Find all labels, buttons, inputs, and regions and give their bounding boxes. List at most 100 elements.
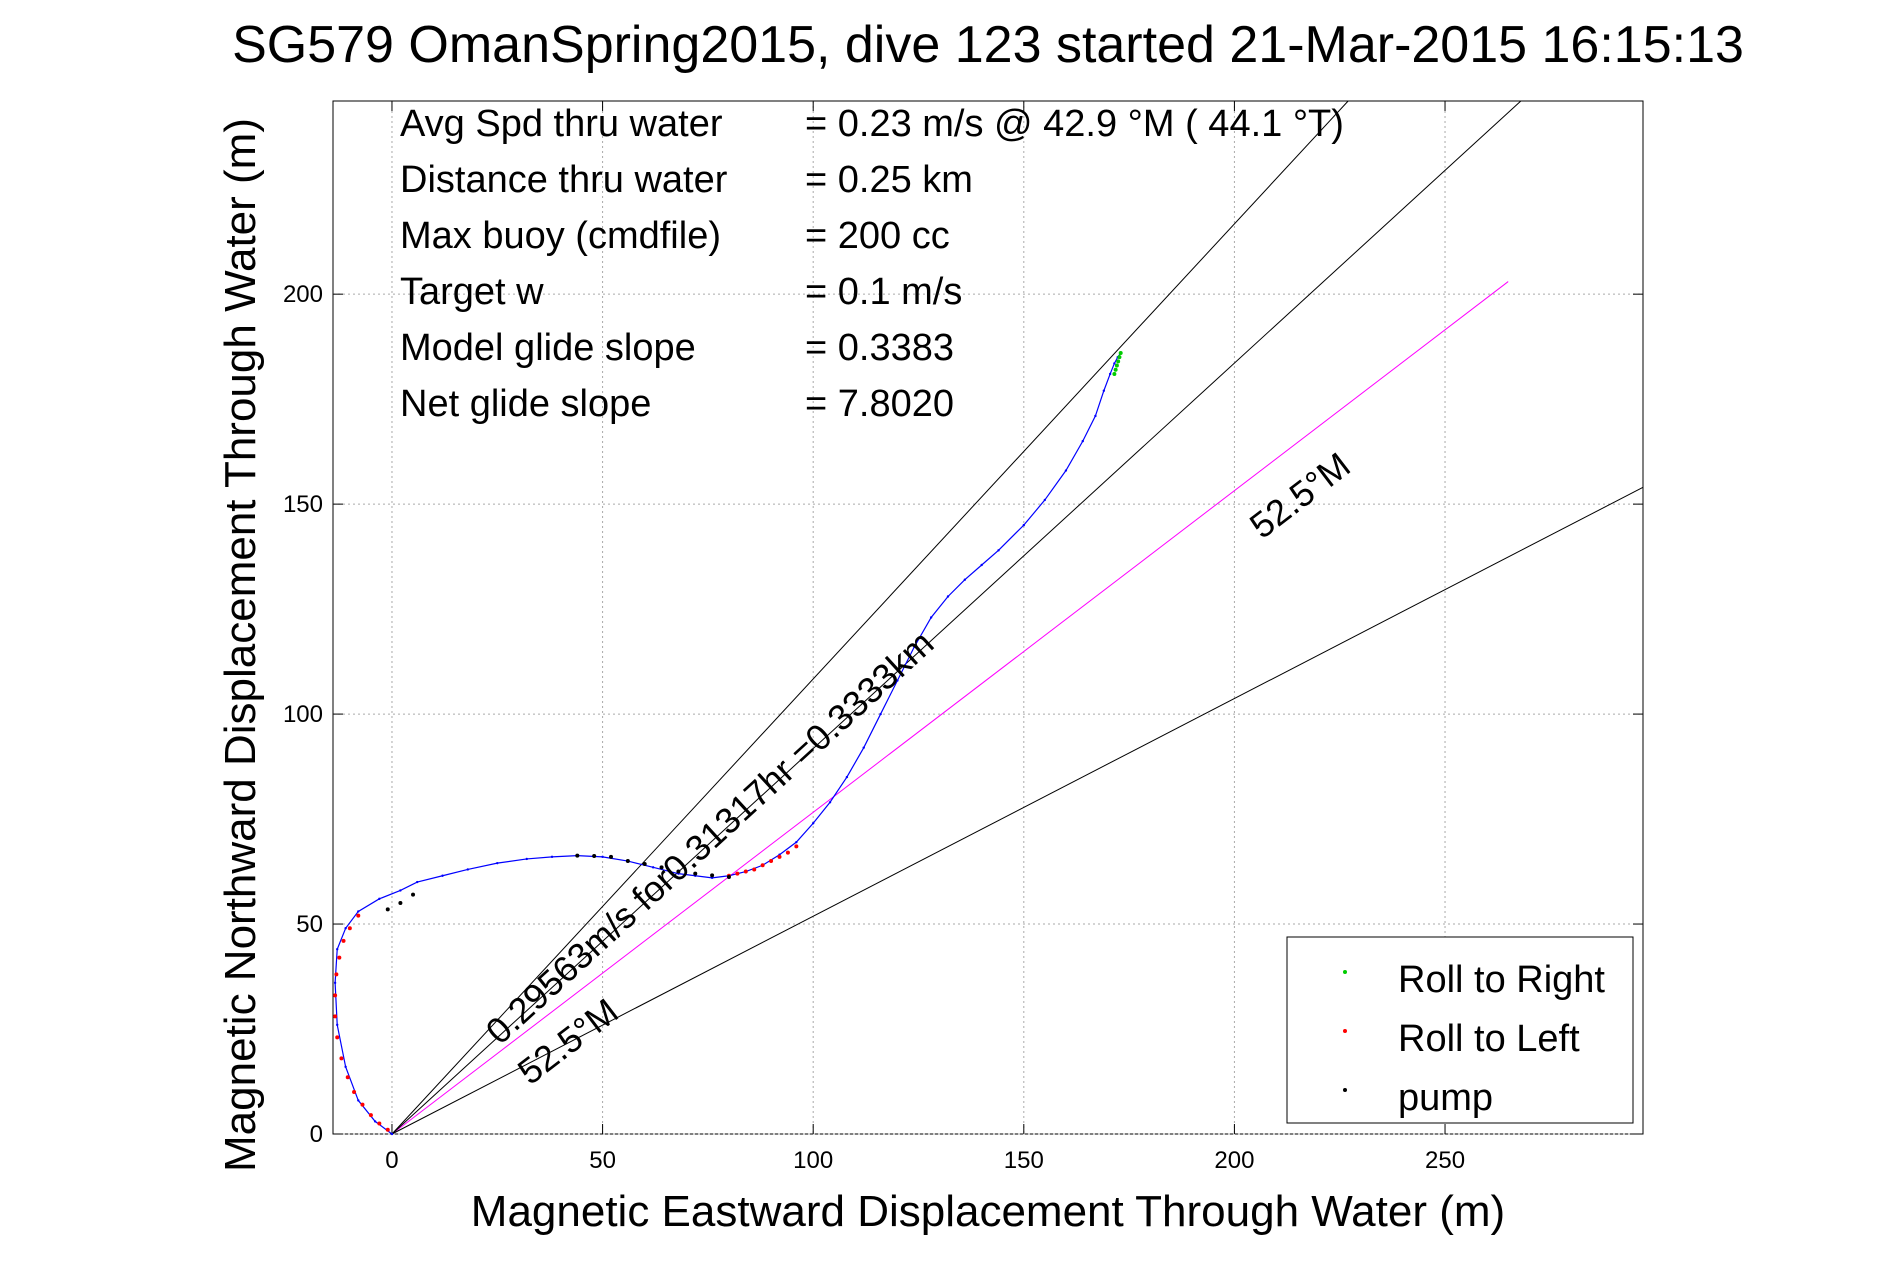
series-track-point: [390, 1132, 394, 1136]
series-track-point: [1022, 523, 1026, 527]
series-roll-to-right-point: [1117, 355, 1122, 360]
series-roll-to-right-point: [1114, 363, 1119, 368]
series-track-point: [373, 1120, 377, 1123]
series-track-point: [378, 897, 381, 901]
stat-value-avg-speed: = 0.23 m/s @ 42.9 °M ( 44.1 °T): [805, 103, 1344, 145]
stat-label-avg-speed: Avg Spd thru water: [400, 103, 723, 145]
y-tick-label: 50: [296, 911, 323, 938]
x-tick-label: 100: [793, 1147, 833, 1174]
series-track-point: [963, 578, 967, 581]
x-tick-label: 150: [1004, 1147, 1044, 1174]
series-track-point: [344, 927, 347, 930]
series-roll-to-left-point: [339, 1056, 344, 1061]
series-roll-to-left-point: [794, 844, 799, 849]
stat-label-max-buoy: Max buoy (cmdfile): [400, 215, 721, 257]
series-roll-to-left-point: [345, 1075, 350, 1080]
series-roll-to-left-point: [385, 1127, 390, 1132]
series-roll-to-left-point: [377, 1121, 382, 1126]
plot-area: 0 50 100 150 200 250 0 50 100 150 200 Avg Spd thru…: [283, 100, 1644, 1174]
x-tick-label: 200: [1214, 1147, 1254, 1174]
series-track-point: [466, 868, 469, 871]
series-track-point: [997, 549, 1000, 552]
series-roll-to-left-point: [785, 850, 790, 855]
series-track-point: [896, 679, 899, 682]
series-roll-to-left-point: [777, 854, 782, 859]
legend: Roll to Right Roll to Left pump: [1286, 936, 1634, 1124]
series-track-point: [1108, 372, 1112, 376]
series-track-point: [441, 874, 444, 877]
series-pump-point: [398, 901, 403, 906]
stat-label-distance: Distance thru water: [400, 159, 728, 201]
series-roll-to-left-point: [335, 1035, 340, 1040]
series-pump-point: [726, 875, 731, 880]
series-track-point: [550, 855, 554, 859]
series-track-point: [913, 645, 916, 649]
series-track-point: [929, 616, 933, 619]
series-roll-to-left-point: [743, 869, 748, 874]
series-roll-to-left-point: [341, 938, 346, 943]
series-roll-to-left-point: [368, 1113, 373, 1118]
stat-value-net-glide: = 7.8020: [805, 383, 954, 425]
series-roll-to-left-point: [337, 955, 342, 960]
stat-label-model-glide: Model glide slope: [400, 327, 696, 369]
series-track-point: [879, 712, 882, 716]
series-track-point: [1081, 439, 1084, 443]
series-track-point: [336, 948, 339, 951]
series-roll-to-right-point: [1112, 371, 1117, 376]
series-track-point: [651, 866, 655, 869]
stat-value-max-buoy: = 200 cc: [805, 215, 950, 257]
series-roll-to-right-point: [1116, 359, 1121, 364]
x-tick-label: 0: [385, 1147, 398, 1174]
x-tick-label: 250: [1425, 1147, 1465, 1174]
series-pump-point: [676, 869, 681, 874]
series-pump-point: [411, 892, 416, 897]
cone-line-lower: [391, 486, 1644, 1135]
stat-value-distance: = 0.25 km: [805, 159, 973, 201]
series-track-point: [357, 1099, 360, 1102]
legend-label-pump: pump: [1398, 1077, 1493, 1119]
series-track-point: [862, 746, 865, 749]
series-track-point: [336, 1023, 339, 1027]
series-track-point: [496, 861, 499, 865]
series-roll-to-left-point: [347, 926, 352, 931]
series-roll-to-left-point: [356, 913, 361, 918]
series-track-point: [344, 1065, 347, 1069]
series-roll-to-right-point: [1118, 350, 1123, 355]
series-roll-to-right-point: [1113, 367, 1118, 372]
y-axis-label: Magnetic Northward Displacement Through …: [216, 118, 265, 1172]
legend-marker-roll-left: [1343, 1029, 1347, 1033]
x-axis-label: Magnetic Eastward Displacement Through W…: [471, 1187, 1505, 1236]
legend-marker-roll-right: [1343, 970, 1347, 974]
series-roll-to-left-point: [735, 871, 740, 876]
x-tick-label: 50: [589, 1147, 616, 1174]
series-roll-to-left-point: [333, 993, 338, 998]
stat-label-net-glide: Net glide slope: [400, 383, 651, 425]
series-pump-point: [642, 861, 647, 866]
y-tick-label: 150: [283, 491, 323, 518]
legend-label-roll-right: Roll to Right: [1398, 959, 1605, 1001]
series-roll-to-left-point: [769, 859, 774, 864]
series-track-point: [845, 775, 849, 779]
series-track-point: [333, 981, 337, 985]
series-pump-point: [385, 907, 390, 912]
series-pump-point: [592, 854, 597, 859]
series-track-point: [357, 910, 360, 913]
series-track-point: [946, 595, 950, 598]
legend-label-roll-left: Roll to Left: [1398, 1018, 1580, 1060]
stats-block: Avg Spd thru water = 0.23 m/s @ 42.9 °M …: [400, 103, 1344, 425]
stat-value-target-w: = 0.1 m/s: [805, 271, 962, 313]
series-pump-point: [609, 854, 614, 859]
series-pump-point: [659, 865, 664, 870]
series-track-point: [1102, 389, 1106, 392]
series-track-point: [1113, 362, 1116, 365]
series-roll-to-left-point: [334, 972, 339, 977]
series-track-point: [601, 855, 604, 859]
series-track-point: [525, 857, 528, 861]
series-track-point: [980, 563, 983, 567]
heading-line: [391, 281, 1509, 1135]
series-roll-to-left-point: [760, 863, 765, 868]
series-track-point: [828, 801, 832, 804]
stat-label-target-w: Target w: [400, 271, 544, 313]
current-line: [391, 100, 1522, 1135]
